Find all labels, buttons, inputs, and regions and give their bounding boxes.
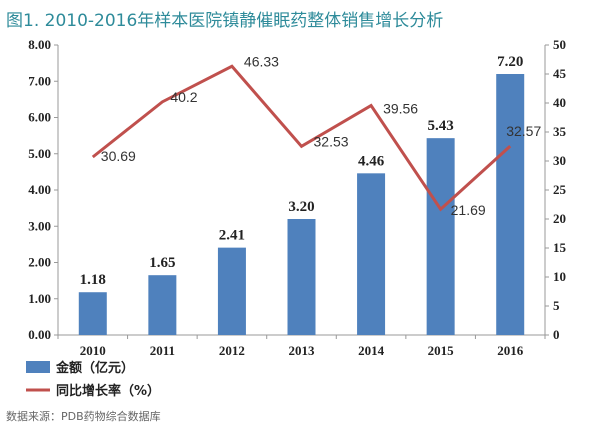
left-tick-label: 1.00	[28, 291, 51, 306]
x-tick-label: 2016	[497, 343, 524, 358]
line-value-label: 32.53	[314, 133, 349, 149]
left-tick-label: 2.00	[28, 255, 51, 270]
line-value-label: 32.57	[506, 123, 541, 139]
left-tick-label: 3.00	[28, 218, 51, 233]
right-tick-label: 45	[553, 66, 567, 81]
line-value-label: 21.69	[451, 202, 486, 218]
bar-value-label: 1.65	[149, 255, 175, 271]
bar-value-label: 1.18	[80, 272, 106, 288]
right-tick-label: 5	[553, 298, 560, 313]
right-tick-label: 15	[553, 240, 567, 255]
bar-2012	[217, 247, 246, 335]
bar-2015	[426, 138, 455, 335]
bar-2016	[496, 74, 525, 335]
legend-bar-label: 金额（亿元）	[55, 360, 134, 376]
left-tick-label: 0.00	[28, 327, 51, 342]
bar-value-label: 3.20	[288, 199, 314, 215]
x-tick-label: 2015	[428, 343, 455, 358]
line-value-label: 39.56	[383, 101, 418, 117]
right-tick-label: 30	[553, 153, 566, 168]
bar-2010	[78, 292, 107, 335]
left-tick-label: 4.00	[28, 182, 51, 197]
bar-value-label: 7.20	[497, 54, 523, 70]
x-tick-label: 2010	[80, 343, 106, 358]
left-tick-label: 6.00	[28, 110, 51, 125]
right-tick-label: 40	[553, 95, 566, 110]
left-tick-label: 5.00	[28, 146, 51, 161]
legend-line-label: 同比增长率（%）	[56, 383, 160, 399]
right-tick-label: 50	[553, 37, 566, 52]
right-tick-label: 0	[553, 327, 560, 342]
bar-value-label: 4.46	[358, 153, 385, 169]
chart-title: 图1. 2010-2016年样本医院镇静催眠药整体销售增长分析	[6, 11, 444, 31]
x-tick-label: 2012	[219, 343, 245, 358]
left-tick-label: 7.00	[28, 73, 51, 88]
bar-2011	[148, 275, 177, 335]
x-tick-label: 2014	[358, 343, 385, 358]
right-tick-label: 10	[553, 269, 566, 284]
data-source: 数据来源：PDB药物综合数据库	[6, 410, 161, 423]
bar-2013	[287, 219, 316, 335]
growth-line	[91, 64, 512, 212]
line-value-label: 40.2	[170, 89, 197, 105]
bar-value-label: 5.43	[428, 118, 454, 134]
x-tick-label: 2011	[150, 343, 175, 358]
legend-bar-swatch	[26, 361, 50, 373]
bar-2014	[357, 173, 386, 335]
right-tick-label: 35	[553, 124, 567, 139]
bar-value-label: 2.41	[219, 228, 245, 244]
x-tick-label: 2013	[289, 343, 316, 358]
right-tick-label: 20	[553, 211, 566, 226]
line-value-label: 46.33	[244, 53, 279, 69]
line-value-label: 30.69	[101, 148, 136, 164]
left-tick-label: 8.00	[28, 37, 51, 52]
right-tick-label: 25	[553, 182, 567, 197]
